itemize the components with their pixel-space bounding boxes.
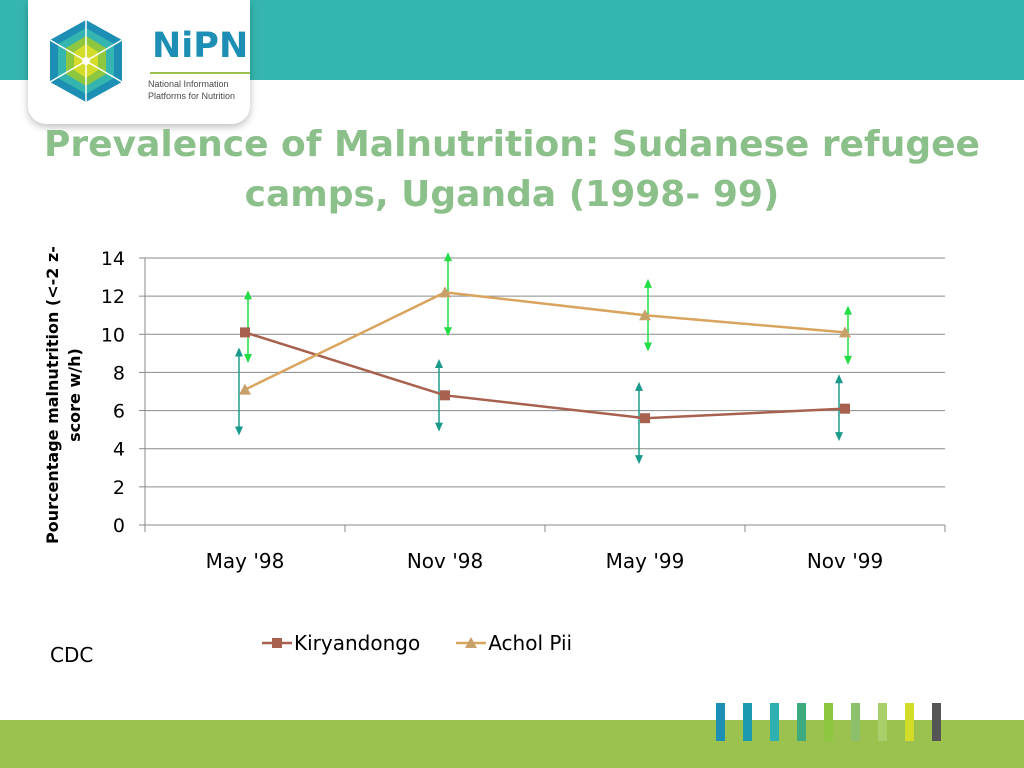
data-point-kiryandongo [640, 413, 650, 424]
decorative-stripe [743, 703, 752, 741]
logo-card: NiPN National Information Platforms for … [28, 0, 250, 124]
slide-title-line1: Prevalence of Malnutrition: Sudanese ref… [44, 124, 980, 165]
decorative-stripe [878, 703, 887, 741]
x-tick-label: May '98 [206, 549, 285, 573]
legend-swatch-kiryandongo [262, 638, 292, 648]
x-tick-label: May '99 [606, 549, 685, 573]
decorative-stripe [905, 703, 914, 741]
error-bar-kiryandongo-arrow-bottom [635, 455, 643, 465]
error-bar-kiryandongo-arrow-bottom [235, 426, 243, 436]
error-bar-kiryandongo-arrow-top [235, 347, 243, 357]
data-point-kiryandongo [440, 390, 450, 401]
y-tick-label: 12 [101, 286, 125, 308]
data-point-achol-pii [439, 286, 451, 298]
data-point-kiryandongo [240, 327, 250, 338]
y-tick-label: 4 [113, 439, 125, 461]
logo-subtitle-line1: National Information [148, 79, 229, 89]
decorative-stripe [851, 703, 860, 741]
error-bar-achol-pii-arrow-bottom [844, 355, 852, 365]
decorative-stripe [716, 703, 725, 741]
data-point-achol-pii [639, 309, 651, 321]
data-point-achol-pii [239, 383, 251, 395]
legend-item-kiryandongo: Kiryandongo [262, 631, 420, 655]
data-point-achol-pii [839, 326, 851, 338]
error-bar-achol-pii-arrow-bottom [644, 342, 652, 352]
y-axis-title-line1: Pourcentage malnutrition (<-2 z- [43, 246, 62, 544]
decorative-stripes [716, 703, 941, 741]
logo-subtitle-line2: Platforms for Nutrition [148, 91, 236, 101]
error-bar-achol-pii-arrow-top [244, 290, 252, 300]
error-bar-achol-pii-arrow-top [644, 278, 652, 288]
error-bar-kiryandongo-arrow-top [635, 381, 643, 391]
legend-swatch-achol-pii [456, 637, 487, 648]
decorative-stripe [824, 703, 833, 741]
series-line-kiryandongo [244, 331, 846, 420]
slide-title-line2: camps, Uganda (1998- 99) [244, 174, 780, 215]
series-line-achol-pii [244, 291, 846, 391]
y-axis-title-line2: score w/h) [65, 348, 84, 442]
error-bar-kiryandongo-arrow-top [435, 358, 443, 368]
x-tick-label: Nov '99 [807, 549, 883, 573]
data-point-kiryandongo [840, 403, 850, 414]
logo-subtitle: National Information Platforms for Nutri… [148, 78, 235, 102]
logo-divider [150, 72, 250, 74]
y-tick-label: 14 [101, 248, 125, 270]
error-bar-achol-pii-arrow-bottom [244, 353, 252, 363]
legend-label-kiryandongo: Kiryandongo [294, 631, 421, 655]
x-tick-label: Nov '98 [407, 549, 483, 573]
legend-item-achol-pii: Achol Pii [456, 631, 572, 655]
error-bar-kiryandongo-arrow-bottom [435, 422, 443, 432]
y-tick-label: 6 [113, 401, 125, 423]
source-label: CDC [50, 643, 94, 667]
nipn-logo-icon [49, 20, 123, 102]
decorative-stripe [932, 703, 941, 741]
error-bar-kiryandongo-arrow-bottom [835, 432, 843, 442]
logo-name: NiPN [152, 26, 249, 66]
error-bar-achol-pii-arrow-bottom [444, 327, 452, 337]
error-bar-achol-pii-arrow-top [444, 252, 452, 262]
y-tick-label: 2 [113, 477, 125, 499]
decorative-stripe [797, 703, 806, 741]
decorative-stripe [770, 703, 779, 741]
y-tick-label: 10 [101, 324, 125, 346]
y-tick-label: 8 [113, 362, 125, 384]
chart-legend: Kiryandongo Achol Pii [262, 631, 572, 655]
slide-title: Prevalence of Malnutrition: Sudanese ref… [40, 120, 984, 220]
legend-label-achol-pii: Achol Pii [488, 631, 573, 655]
error-bar-achol-pii-arrow-top [844, 305, 852, 315]
y-tick-label: 0 [113, 515, 125, 537]
error-bar-kiryandongo-arrow-top [835, 374, 843, 384]
